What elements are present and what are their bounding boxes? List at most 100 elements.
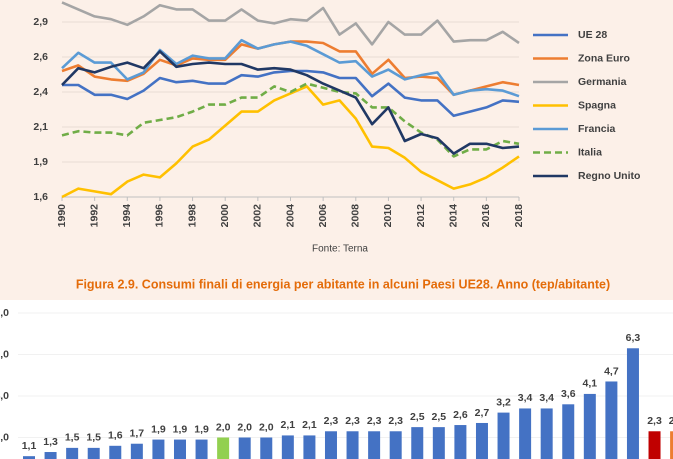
legend-label: Regno Unito — [578, 170, 640, 182]
series-line — [61, 50, 520, 155]
value-label: 4,7 — [604, 365, 619, 377]
bar — [346, 431, 359, 459]
series-line — [61, 85, 520, 199]
bar — [497, 412, 510, 459]
value-label: 4,1 — [583, 378, 598, 390]
y-tick-label: 2,9 — [33, 16, 48, 28]
y-tick-label: 4,0 — [0, 390, 9, 402]
value-label: 3,4 — [539, 392, 554, 404]
bar — [475, 422, 488, 459]
bar — [519, 408, 532, 459]
series-line — [61, 1, 520, 46]
value-label: 1,9 — [151, 423, 166, 435]
y-tick-label: 2,6 — [33, 51, 48, 63]
bar — [648, 431, 661, 459]
bar — [324, 431, 337, 459]
value-label: 3,2 — [496, 396, 511, 408]
y-tick-label: 2,0 — [0, 431, 9, 443]
x-tick-label: 1996 — [154, 204, 166, 228]
y-tick-label: 1,6 — [33, 191, 48, 203]
legend-label: Francia — [578, 123, 616, 135]
bar — [23, 456, 35, 459]
bar — [66, 447, 79, 459]
bar — [454, 425, 467, 459]
value-label: 2,7 — [475, 407, 490, 419]
bar — [87, 447, 100, 459]
value-label: 2,3 — [669, 415, 673, 427]
value-label: 1,6 — [108, 430, 123, 442]
value-label: 1,3 — [43, 436, 58, 448]
legend-label: UE 28 — [578, 29, 607, 41]
value-label: 1,9 — [173, 423, 188, 435]
x-tick-label: 2018 — [513, 204, 525, 228]
bar — [281, 435, 294, 459]
y-tick-label: 6,0 — [0, 348, 9, 360]
bar — [605, 381, 618, 459]
value-label: 2,0 — [237, 421, 252, 433]
value-label: 2,1 — [302, 419, 317, 431]
bar — [217, 437, 230, 459]
legend-label: Italia — [578, 146, 602, 158]
bar — [130, 443, 143, 459]
bar — [368, 431, 381, 459]
value-label: 2,3 — [324, 415, 339, 427]
value-label: 2,6 — [453, 409, 468, 421]
bar — [173, 439, 186, 459]
y-tick-label: 8,0 — [0, 307, 9, 319]
bar — [152, 439, 165, 459]
value-label: 2,1 — [281, 419, 296, 431]
value-label: 2,3 — [388, 415, 403, 427]
y-tick-label: 1,9 — [33, 156, 48, 168]
x-tick-label: 2004 — [284, 204, 296, 228]
value-label: 3,6 — [561, 388, 576, 400]
x-tick-label: 1994 — [121, 204, 133, 228]
x-tick-label: 1992 — [88, 204, 100, 228]
bar — [583, 393, 596, 459]
value-label: 2,5 — [432, 411, 447, 423]
bar — [626, 348, 639, 459]
legend-label: Zona Euro — [578, 52, 630, 64]
legend-label: Spagna — [578, 99, 616, 111]
value-label: 2,0 — [216, 421, 231, 433]
value-label: 1,5 — [86, 432, 101, 444]
value-label: 6,3 — [626, 332, 641, 344]
bar — [540, 408, 553, 459]
bar — [303, 435, 316, 459]
value-label: 1,7 — [130, 428, 145, 440]
x-tick-label: 2010 — [382, 204, 394, 228]
value-label: 1,5 — [65, 432, 80, 444]
value-label: 1,1 — [22, 440, 37, 452]
value-label: 2,3 — [367, 415, 382, 427]
series-line — [61, 38, 520, 98]
x-tick-label: 2000 — [219, 204, 231, 228]
bar — [260, 437, 273, 459]
bar — [195, 439, 208, 459]
bar — [670, 431, 673, 459]
value-label: 1,9 — [194, 423, 209, 435]
x-tick-label: 1990 — [56, 204, 68, 228]
bar — [411, 427, 424, 459]
value-label: 2,3 — [345, 415, 360, 427]
bar — [238, 437, 251, 459]
value-label: 3,4 — [518, 392, 533, 404]
value-label: 2,5 — [410, 411, 425, 423]
source-note: Fonte: Terna — [312, 244, 368, 255]
bar — [389, 431, 402, 459]
bar — [44, 452, 57, 459]
x-tick-label: 1998 — [186, 204, 198, 228]
bar — [432, 427, 445, 459]
x-tick-label: 2012 — [415, 204, 427, 228]
series-line — [61, 40, 520, 97]
bar — [562, 404, 575, 459]
series-line — [62, 69, 520, 118]
bar — [109, 445, 122, 459]
x-tick-label: 2006 — [317, 204, 329, 228]
x-tick-label: 2016 — [480, 204, 492, 228]
series-line — [61, 82, 520, 158]
x-tick-label: 2014 — [447, 204, 459, 228]
x-tick-label: 2002 — [252, 204, 264, 228]
chart-title: Figura 2.9. Consumi finali di energia pe… — [76, 277, 610, 291]
x-tick-label: 2008 — [350, 204, 362, 228]
